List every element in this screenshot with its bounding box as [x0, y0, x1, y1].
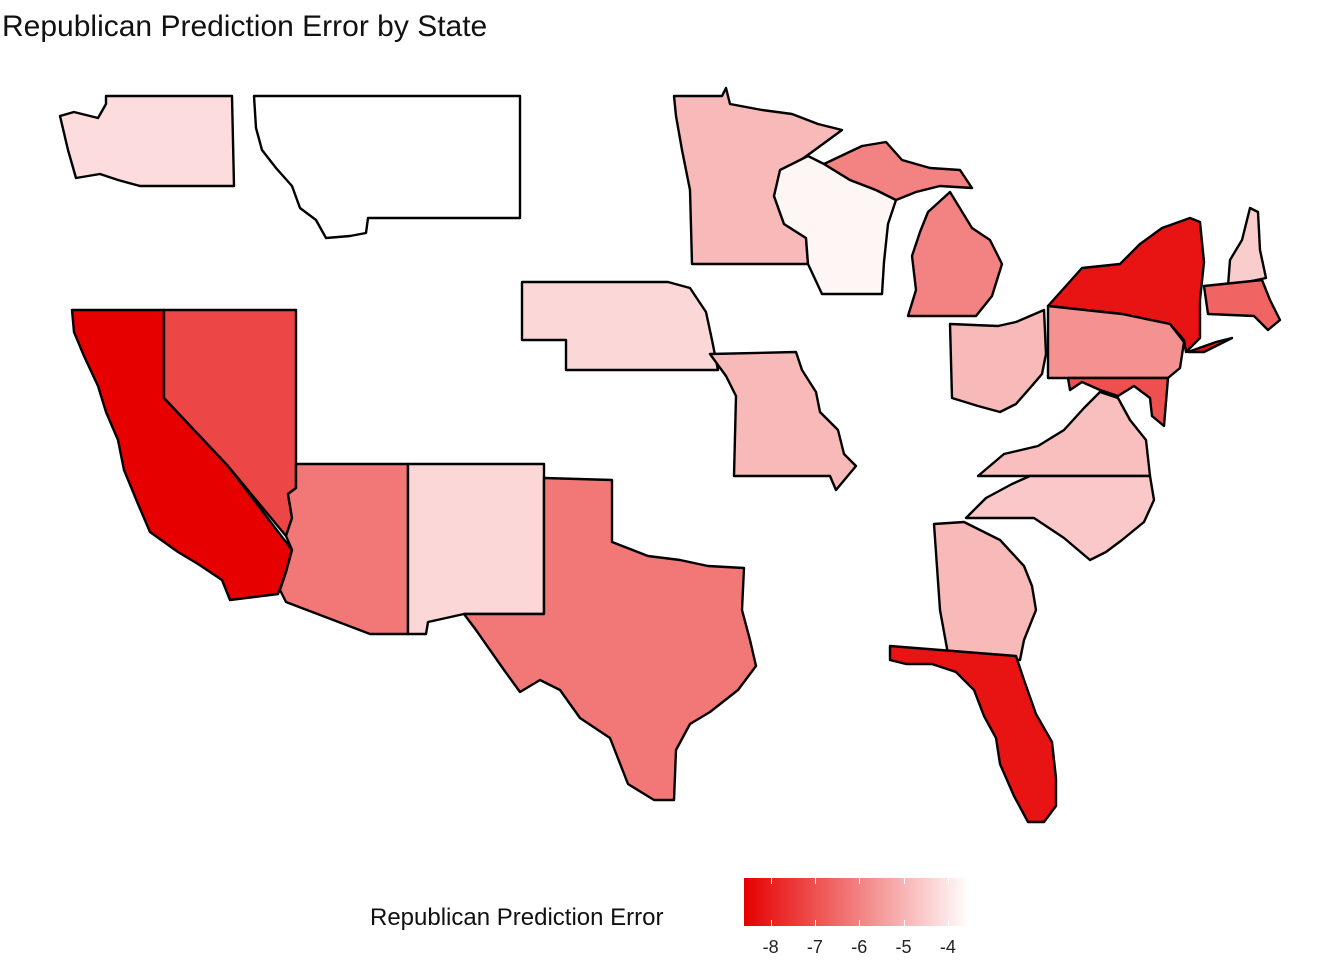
- legend-tick-mark: [770, 878, 772, 884]
- legend-tick-mark: [903, 878, 905, 884]
- legend-tick-mark: [947, 878, 949, 884]
- legend-tick-label: -5: [895, 937, 912, 957]
- legend-tick-label: -6: [851, 937, 868, 957]
- state-WA: [58, 94, 236, 188]
- state-MO: [708, 350, 858, 492]
- legend-tick-label: -4: [939, 937, 956, 957]
- state-MA: [1202, 278, 1282, 332]
- state-NH: [1226, 206, 1268, 288]
- legend-tick-label: -8: [762, 937, 779, 957]
- state-NE: [520, 280, 720, 372]
- state-OH: [948, 308, 1048, 414]
- state-FL: [888, 644, 1058, 824]
- legend-tick-label: -7: [806, 937, 823, 957]
- legend-tick-mark: [859, 878, 861, 884]
- state-GA: [932, 520, 1038, 662]
- legend-tick-mark: [903, 920, 905, 926]
- state-MT: [252, 94, 522, 240]
- legend-tick-mark: [814, 878, 816, 884]
- state-AZ: [278, 462, 410, 636]
- legend-tick-mark: [859, 920, 861, 926]
- map-title: Republican Prediction Error by State: [2, 10, 488, 43]
- legend-tick-mark: [814, 920, 816, 926]
- legend-colorbar: [744, 878, 970, 926]
- state-MD: [1066, 376, 1170, 428]
- state-VA: [976, 390, 1152, 478]
- legend-tick-mark: [947, 920, 949, 926]
- state-MI: [822, 140, 1004, 318]
- legend-title: Republican Prediction Error: [370, 904, 664, 931]
- legend-tick-mark: [770, 920, 772, 926]
- state-NM: [406, 462, 546, 636]
- state-NC: [964, 474, 1156, 562]
- state-TX: [462, 476, 758, 802]
